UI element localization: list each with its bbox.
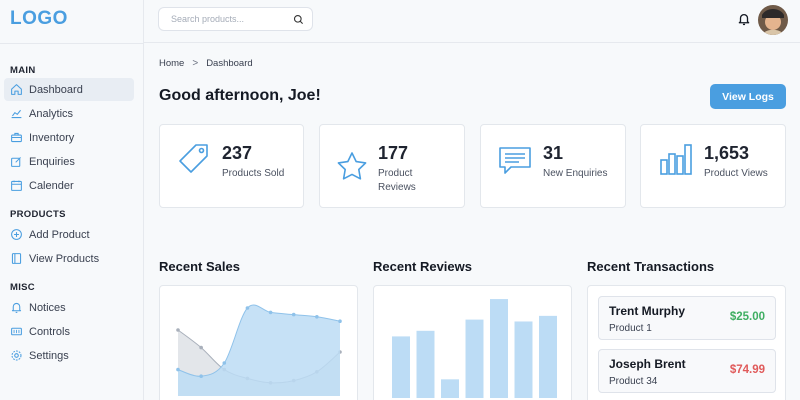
search-input[interactable]: [171, 14, 281, 24]
breadcrumb-home[interactable]: Home: [159, 58, 185, 69]
sidebar-item-enquiries[interactable]: Enquiries: [4, 150, 134, 173]
plus-circle-icon: [11, 229, 22, 240]
recent-reviews-panel: [373, 285, 572, 400]
sidebar-item-label: View Products: [29, 252, 100, 265]
section-title-recent-sales: Recent Sales: [159, 259, 240, 274]
stat-card-product-reviews: 177 Product Reviews: [319, 124, 465, 208]
sidebar-item-label: Enquiries: [29, 155, 75, 168]
transaction-product: Product 1: [609, 323, 652, 334]
tag-icon: [179, 144, 208, 173]
sidebar-item-label: Dashboard: [29, 83, 83, 96]
nav-section-main: MAIN: [10, 65, 36, 76]
calendar-icon: [11, 180, 22, 191]
stat-label: Products Sold: [222, 168, 285, 179]
sales-point[interactable]: [291, 312, 296, 317]
document-icon: [11, 253, 22, 264]
stat-value: 31: [543, 143, 564, 163]
stat-value: 177: [378, 143, 409, 163]
review-bar[interactable]: [441, 379, 459, 398]
message-icon: [499, 147, 531, 174]
sidebar-item-add-product[interactable]: Add Product: [4, 223, 134, 246]
sidebar-item-inventory[interactable]: Inventory: [4, 126, 134, 149]
bell-icon: [11, 302, 22, 313]
stat-card-product-views: 1,653 Product Views: [640, 124, 786, 208]
sidebar-item-controls[interactable]: Controls: [4, 320, 134, 343]
sales-point[interactable]: [199, 345, 203, 350]
sidebar-item-calender[interactable]: Calender: [4, 174, 134, 197]
stat-value: 237: [222, 143, 253, 163]
breadcrumb: Home > Dashboard: [159, 58, 253, 69]
top-header: [144, 0, 800, 43]
sidebar-item-analytics[interactable]: Analytics: [4, 102, 134, 125]
gear-icon: [11, 350, 22, 361]
sales-point[interactable]: [176, 367, 180, 372]
review-bar[interactable]: [490, 299, 508, 398]
search-icon[interactable]: [293, 14, 304, 25]
sales-point[interactable]: [338, 319, 342, 323]
transaction-row[interactable]: Joseph Brent Product 34 $74.99: [598, 349, 776, 393]
stat-card-products-sold: 237 Products Sold: [159, 124, 304, 208]
recent-sales-chart: [176, 304, 342, 396]
transaction-name: Joseph Brent: [609, 357, 686, 371]
search-box: [158, 7, 313, 31]
sidebar-item-view-products[interactable]: View Products: [4, 247, 134, 270]
sales-line-series-1: [177, 304, 341, 377]
sidebar-item-dashboard[interactable]: Dashboard: [4, 78, 134, 101]
stat-value: 1,653: [704, 143, 750, 163]
sales-area-series-1: [178, 304, 340, 396]
sales-point[interactable]: [268, 310, 273, 315]
stat-card-new-enquiries: 31 New Enquiries: [480, 124, 626, 208]
sidebar-item-label: Inventory: [29, 131, 75, 144]
sliders-icon: [11, 327, 22, 336]
sales-point[interactable]: [245, 306, 250, 310]
sidebar: LOGO MAIN Dashboard Analytics Inventory …: [0, 0, 144, 400]
breadcrumb-current: Dashboard: [206, 58, 253, 69]
sidebar-item-label: Calender: [29, 179, 74, 192]
sidebar-item-settings[interactable]: Settings: [4, 344, 134, 367]
view-logs-button[interactable]: View Logs: [710, 84, 786, 109]
transaction-amount: $74.99: [729, 364, 765, 376]
sidebar-item-label: Controls: [29, 325, 70, 338]
notification-bell-icon[interactable]: [737, 12, 751, 26]
sidebar-item-label: Settings: [29, 349, 69, 362]
sales-point[interactable]: [199, 374, 203, 378]
avatar[interactable]: [758, 5, 788, 35]
sidebar-item-label: Analytics: [29, 107, 74, 120]
briefcase-icon: [11, 132, 22, 143]
nav-section-misc: MISC: [10, 282, 35, 293]
recent-reviews-chart: [392, 299, 557, 398]
sales-point[interactable]: [176, 328, 180, 332]
transaction-name: Trent Murphy: [609, 304, 686, 318]
sidebar-item-notices[interactable]: Notices: [4, 296, 134, 319]
recent-sales-panel: [159, 285, 358, 400]
breadcrumb-separator: >: [192, 58, 199, 69]
chart-icon: [11, 109, 22, 119]
sidebar-item-label: Notices: [29, 301, 66, 314]
transaction-amount: $25.00: [729, 311, 765, 323]
sales-point[interactable]: [315, 315, 319, 319]
review-bar[interactable]: [514, 321, 533, 398]
bar-chart-icon: [660, 144, 692, 175]
nav-section-products: PRODUCTS: [10, 209, 66, 220]
sidebar-item-label: Add Product: [29, 228, 90, 241]
transaction-product: Product 34: [609, 376, 658, 387]
review-bar[interactable]: [465, 319, 484, 398]
edit-icon: [11, 157, 21, 167]
section-title-recent-reviews: Recent Reviews: [373, 259, 472, 274]
review-bar[interactable]: [416, 330, 435, 398]
recent-transactions-panel: Trent Murphy Product 1 $25.00 Joseph Bre…: [587, 285, 786, 400]
page-title: Good afternoon, Joe!: [159, 87, 321, 104]
sidebar-divider: [0, 43, 144, 44]
home-icon: [11, 84, 22, 95]
review-bar[interactable]: [539, 315, 557, 398]
transaction-row[interactable]: Trent Murphy Product 1 $25.00: [598, 296, 776, 340]
sales-point[interactable]: [222, 361, 227, 365]
logo[interactable]: LOGO: [10, 8, 68, 29]
review-bar[interactable]: [392, 336, 410, 398]
stat-label: Product Views: [704, 168, 768, 179]
star-icon: [337, 152, 367, 180]
stat-label: Product Reviews: [378, 168, 416, 193]
stat-label: New Enquiries: [543, 168, 608, 179]
section-title-recent-transactions: Recent Transactions: [587, 259, 715, 274]
